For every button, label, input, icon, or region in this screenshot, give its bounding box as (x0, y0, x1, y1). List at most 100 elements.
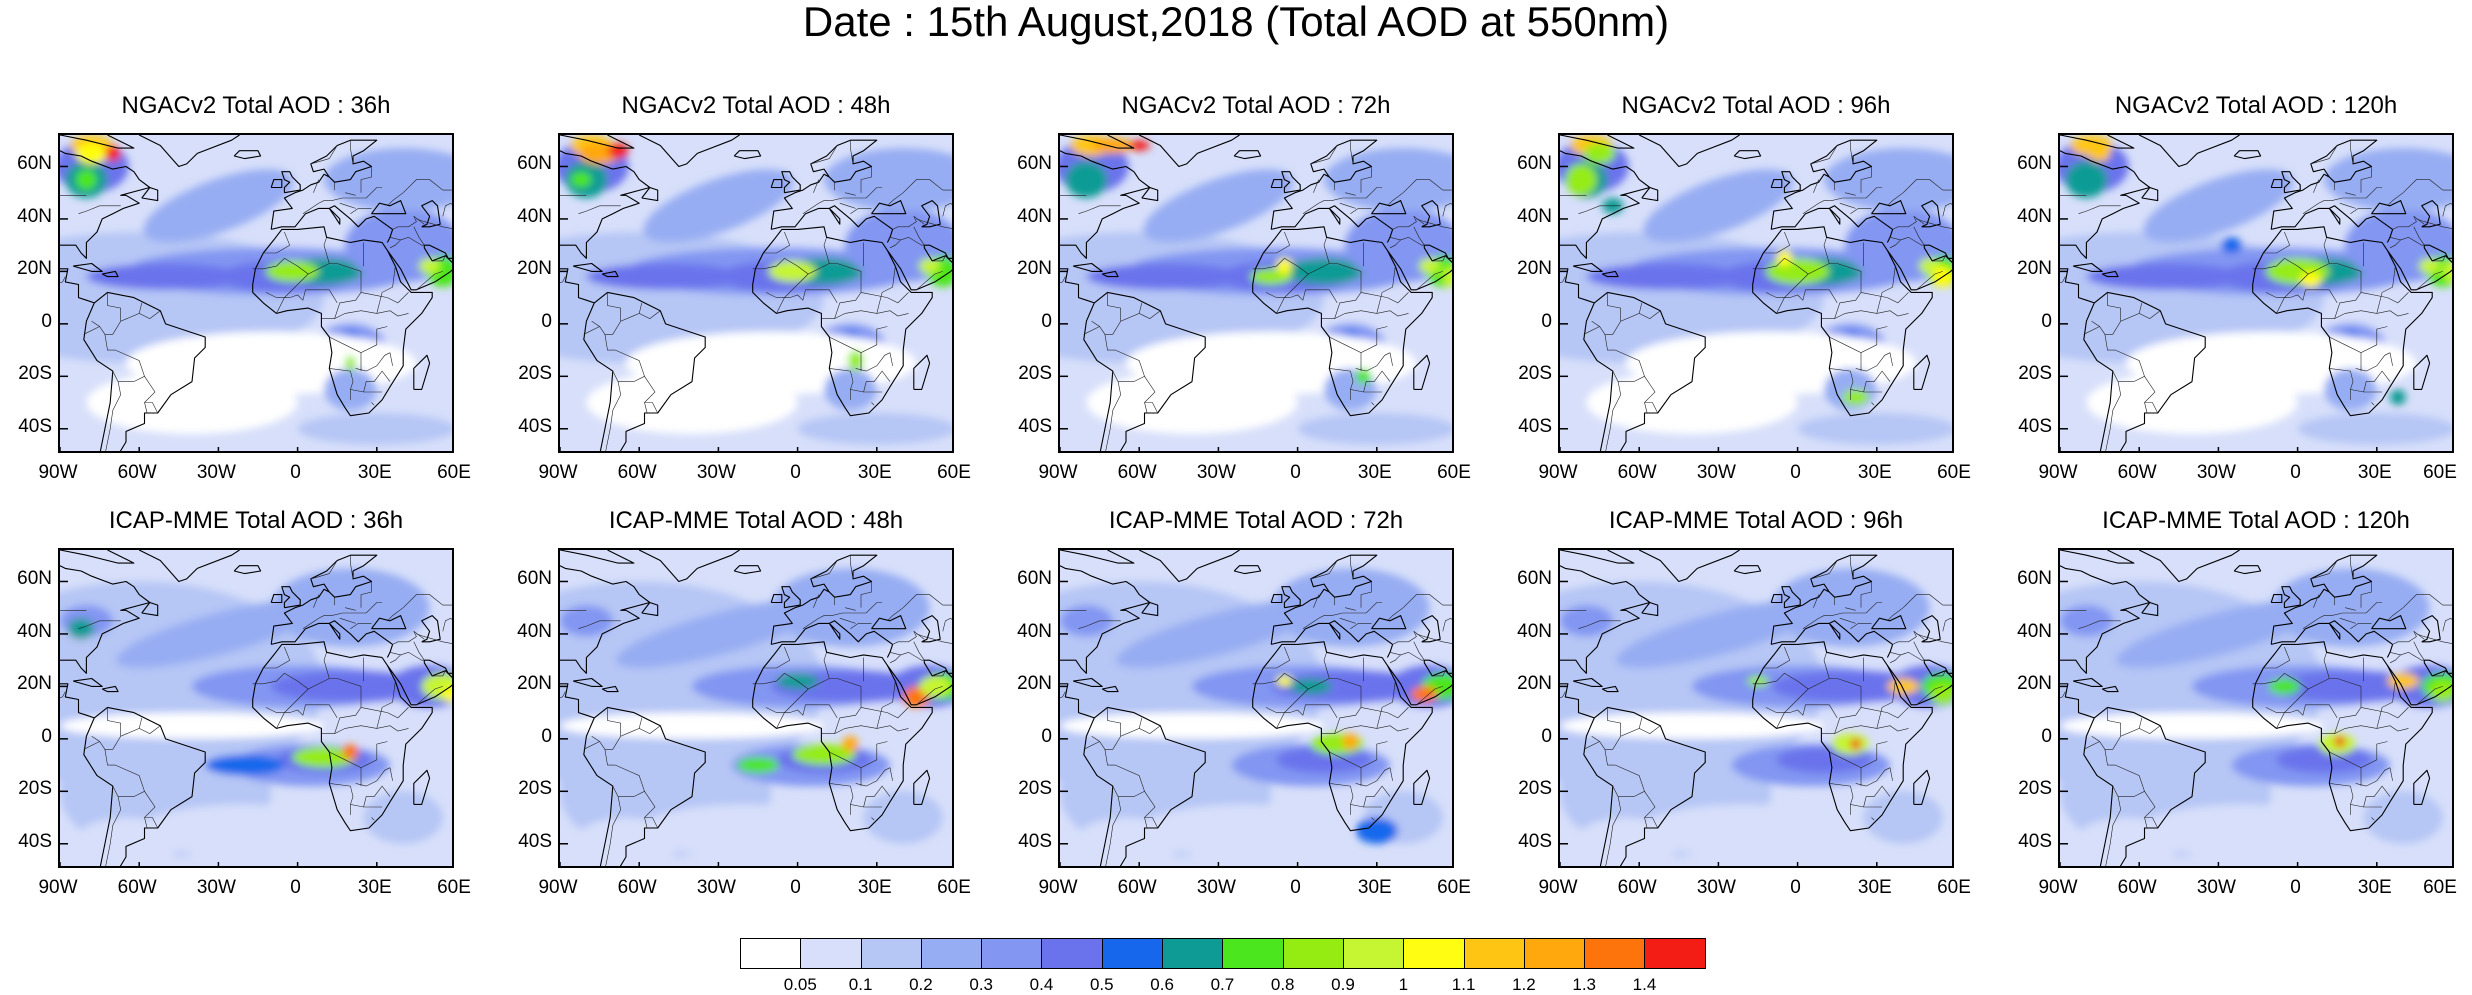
lat-tick-label: 20S (518, 363, 552, 385)
country-border (1416, 218, 1452, 229)
country-border (889, 651, 925, 661)
aod-plume (342, 744, 359, 760)
aod-plume (1060, 712, 1324, 739)
country-border (1104, 717, 1143, 750)
country-border (1834, 725, 1909, 734)
country-border (1889, 239, 1901, 249)
country-border (752, 257, 862, 319)
country-border (810, 560, 838, 580)
country-border (376, 681, 396, 729)
aod-plume (324, 148, 452, 212)
lat-tick-label: 20S (2018, 363, 2052, 385)
country-border (1942, 202, 1952, 217)
aod-plume (419, 258, 441, 274)
lon-tick-label: 60W (1617, 462, 1657, 483)
country-border (1376, 266, 1396, 314)
aod-plume (1355, 817, 1398, 844)
country-border (1839, 617, 1856, 624)
lat-tick-label: 20N (17, 673, 52, 695)
aod-plume (1086, 263, 1245, 290)
lat-tick-label: 0 (41, 310, 52, 332)
country-border (1823, 237, 1830, 264)
colorbar-label: 1.3 (1572, 975, 1596, 994)
country-border (432, 670, 446, 677)
panel-title: NGACv2 Total AOD : 48h (621, 92, 891, 119)
aod-plume (75, 142, 108, 164)
country-border (829, 741, 888, 769)
country-border (578, 205, 621, 214)
coastline (2421, 200, 2441, 228)
country-border (607, 292, 621, 322)
country-border (1913, 226, 1925, 246)
coastline (1060, 150, 1151, 259)
coastline (1421, 200, 1441, 228)
country-border (1389, 651, 1425, 661)
coastline (141, 601, 159, 617)
colorbar-label: 0.3 (969, 975, 993, 994)
lon-tick-label: 30W (196, 462, 236, 483)
country-border (1432, 670, 1446, 677)
lat-tick-label: 0 (41, 725, 52, 747)
country-borders (60, 140, 452, 451)
coastline (573, 677, 603, 687)
country-border (144, 402, 158, 414)
coastline (1252, 226, 1433, 417)
axis-ticks (1060, 580, 1378, 866)
lat-tick-label: 0 (1541, 725, 1552, 747)
aod-field (560, 550, 952, 866)
coastline (1371, 200, 1407, 215)
country-border (105, 785, 122, 866)
aod-map-panel (2058, 133, 2454, 453)
country-border (104, 302, 143, 335)
lat-tick-label: 20S (2018, 778, 2052, 800)
lon-tick-label: 60W (1117, 877, 1157, 898)
country-border (2389, 352, 2393, 366)
aod-plume (143, 169, 294, 243)
country-border (1583, 741, 1600, 750)
lon-tick-label: 60W (117, 462, 157, 483)
panel-title: ICAP-MME Total AOD : 96h (1608, 507, 1904, 534)
lat-tick-label: 40S (18, 415, 52, 437)
coastline (1141, 601, 1159, 617)
country-border (115, 349, 145, 382)
lon-tick-label: 30W (1696, 462, 1736, 483)
country-border (413, 216, 425, 225)
country-border (276, 273, 309, 314)
country-border (376, 266, 396, 314)
coastline (2421, 615, 2441, 643)
country-border (265, 289, 338, 304)
country-border (1863, 785, 1891, 808)
aod-plume (2268, 678, 2301, 695)
country-border (60, 691, 66, 699)
aod-plume (1442, 266, 1452, 288)
lon-tick-label: 30W (2196, 877, 2236, 898)
country-border (1371, 817, 1375, 821)
country-border (1639, 310, 1661, 319)
aod-plume (297, 413, 452, 445)
country-border (389, 651, 425, 661)
coastline (252, 226, 433, 417)
coastline (560, 150, 651, 259)
country-border (2115, 349, 2145, 382)
aod-field (1560, 135, 1952, 451)
coastline (2386, 245, 2452, 291)
coastline (1141, 186, 1159, 202)
country-border (329, 741, 388, 769)
coastline (2138, 550, 2240, 583)
lat-tick-label: 40N (17, 205, 52, 227)
country-border (1144, 376, 1156, 414)
country-border (144, 817, 158, 829)
lat-tick-label: 40S (2018, 415, 2052, 437)
aod-plume (2070, 169, 2092, 191)
coastline (2138, 135, 2240, 168)
country-border (355, 767, 391, 787)
coastline (1924, 244, 1952, 259)
country-border (2371, 402, 2375, 406)
coastline (2271, 205, 2394, 243)
country-border (2329, 741, 2388, 769)
coastline (1573, 262, 1603, 272)
country-border (583, 741, 600, 750)
country-borders (560, 140, 952, 451)
country-border (1887, 594, 1952, 622)
coastline (270, 594, 283, 604)
